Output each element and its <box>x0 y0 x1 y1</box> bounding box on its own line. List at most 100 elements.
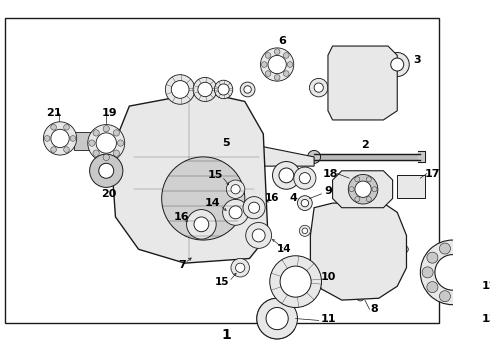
Circle shape <box>214 80 233 99</box>
Text: 7: 7 <box>178 260 186 270</box>
Circle shape <box>274 49 280 54</box>
Circle shape <box>310 78 328 97</box>
Circle shape <box>443 263 462 282</box>
Circle shape <box>44 136 50 141</box>
Circle shape <box>118 140 123 146</box>
Circle shape <box>268 55 286 74</box>
Circle shape <box>252 229 265 242</box>
Circle shape <box>262 62 267 67</box>
Circle shape <box>240 82 255 97</box>
Text: 16: 16 <box>265 193 280 203</box>
Text: 15: 15 <box>208 170 223 180</box>
Circle shape <box>244 86 251 93</box>
Circle shape <box>427 282 438 293</box>
Circle shape <box>283 53 289 58</box>
Circle shape <box>248 202 260 213</box>
Circle shape <box>236 263 245 273</box>
Circle shape <box>89 140 95 146</box>
Circle shape <box>302 228 308 234</box>
Polygon shape <box>231 143 314 166</box>
Text: 12: 12 <box>482 281 490 291</box>
Circle shape <box>472 267 483 278</box>
Circle shape <box>51 125 56 130</box>
Circle shape <box>325 212 333 219</box>
Circle shape <box>388 280 395 287</box>
Circle shape <box>274 75 280 80</box>
Text: 14: 14 <box>205 198 220 208</box>
Circle shape <box>243 197 265 219</box>
Circle shape <box>266 307 288 330</box>
Polygon shape <box>310 203 407 300</box>
Polygon shape <box>74 132 104 150</box>
Circle shape <box>427 252 438 263</box>
Circle shape <box>455 291 466 302</box>
Circle shape <box>390 80 395 86</box>
Circle shape <box>226 180 245 198</box>
Circle shape <box>455 243 466 254</box>
Circle shape <box>343 63 383 103</box>
Circle shape <box>218 84 229 95</box>
Circle shape <box>93 150 99 156</box>
Circle shape <box>360 110 366 115</box>
Circle shape <box>440 243 450 254</box>
Circle shape <box>51 129 69 148</box>
Circle shape <box>64 125 70 130</box>
Circle shape <box>467 252 478 263</box>
Circle shape <box>265 71 271 76</box>
Circle shape <box>372 187 377 192</box>
Circle shape <box>172 81 189 98</box>
Circle shape <box>90 154 123 188</box>
Circle shape <box>349 187 354 192</box>
Polygon shape <box>328 46 397 120</box>
Text: 2: 2 <box>361 140 369 150</box>
Text: 14: 14 <box>277 244 292 254</box>
Circle shape <box>272 162 300 189</box>
Circle shape <box>467 282 478 293</box>
Circle shape <box>422 267 433 278</box>
Circle shape <box>280 266 311 297</box>
Text: 19: 19 <box>101 108 117 118</box>
Circle shape <box>99 163 114 178</box>
Polygon shape <box>111 92 268 263</box>
Circle shape <box>165 75 195 104</box>
Circle shape <box>355 197 360 202</box>
Circle shape <box>301 199 309 207</box>
Circle shape <box>355 181 371 197</box>
Circle shape <box>222 199 248 225</box>
Circle shape <box>246 222 271 248</box>
Polygon shape <box>333 171 392 208</box>
Text: 17: 17 <box>425 168 440 179</box>
Text: 9: 9 <box>324 186 332 196</box>
Circle shape <box>435 255 470 290</box>
Text: 3: 3 <box>414 55 421 65</box>
Circle shape <box>286 273 305 291</box>
Circle shape <box>312 246 319 253</box>
Text: 5: 5 <box>222 138 230 148</box>
Circle shape <box>308 150 320 163</box>
Circle shape <box>391 58 404 71</box>
Text: 16: 16 <box>173 212 189 222</box>
Text: 1: 1 <box>221 328 231 342</box>
Circle shape <box>388 212 395 219</box>
Circle shape <box>366 197 371 202</box>
Circle shape <box>360 51 366 56</box>
Circle shape <box>265 53 271 58</box>
Circle shape <box>64 147 70 152</box>
Text: 21: 21 <box>46 108 61 118</box>
Circle shape <box>257 298 297 339</box>
Circle shape <box>279 168 294 183</box>
Circle shape <box>103 154 109 161</box>
Circle shape <box>434 254 471 291</box>
Circle shape <box>70 136 76 141</box>
Circle shape <box>325 280 333 287</box>
Circle shape <box>51 147 56 152</box>
Circle shape <box>357 294 364 301</box>
Circle shape <box>231 258 249 277</box>
Circle shape <box>297 196 312 211</box>
Circle shape <box>231 185 240 194</box>
Text: 6: 6 <box>278 36 286 46</box>
Circle shape <box>355 177 360 182</box>
Circle shape <box>96 133 117 153</box>
Circle shape <box>287 62 293 67</box>
Circle shape <box>294 167 316 189</box>
